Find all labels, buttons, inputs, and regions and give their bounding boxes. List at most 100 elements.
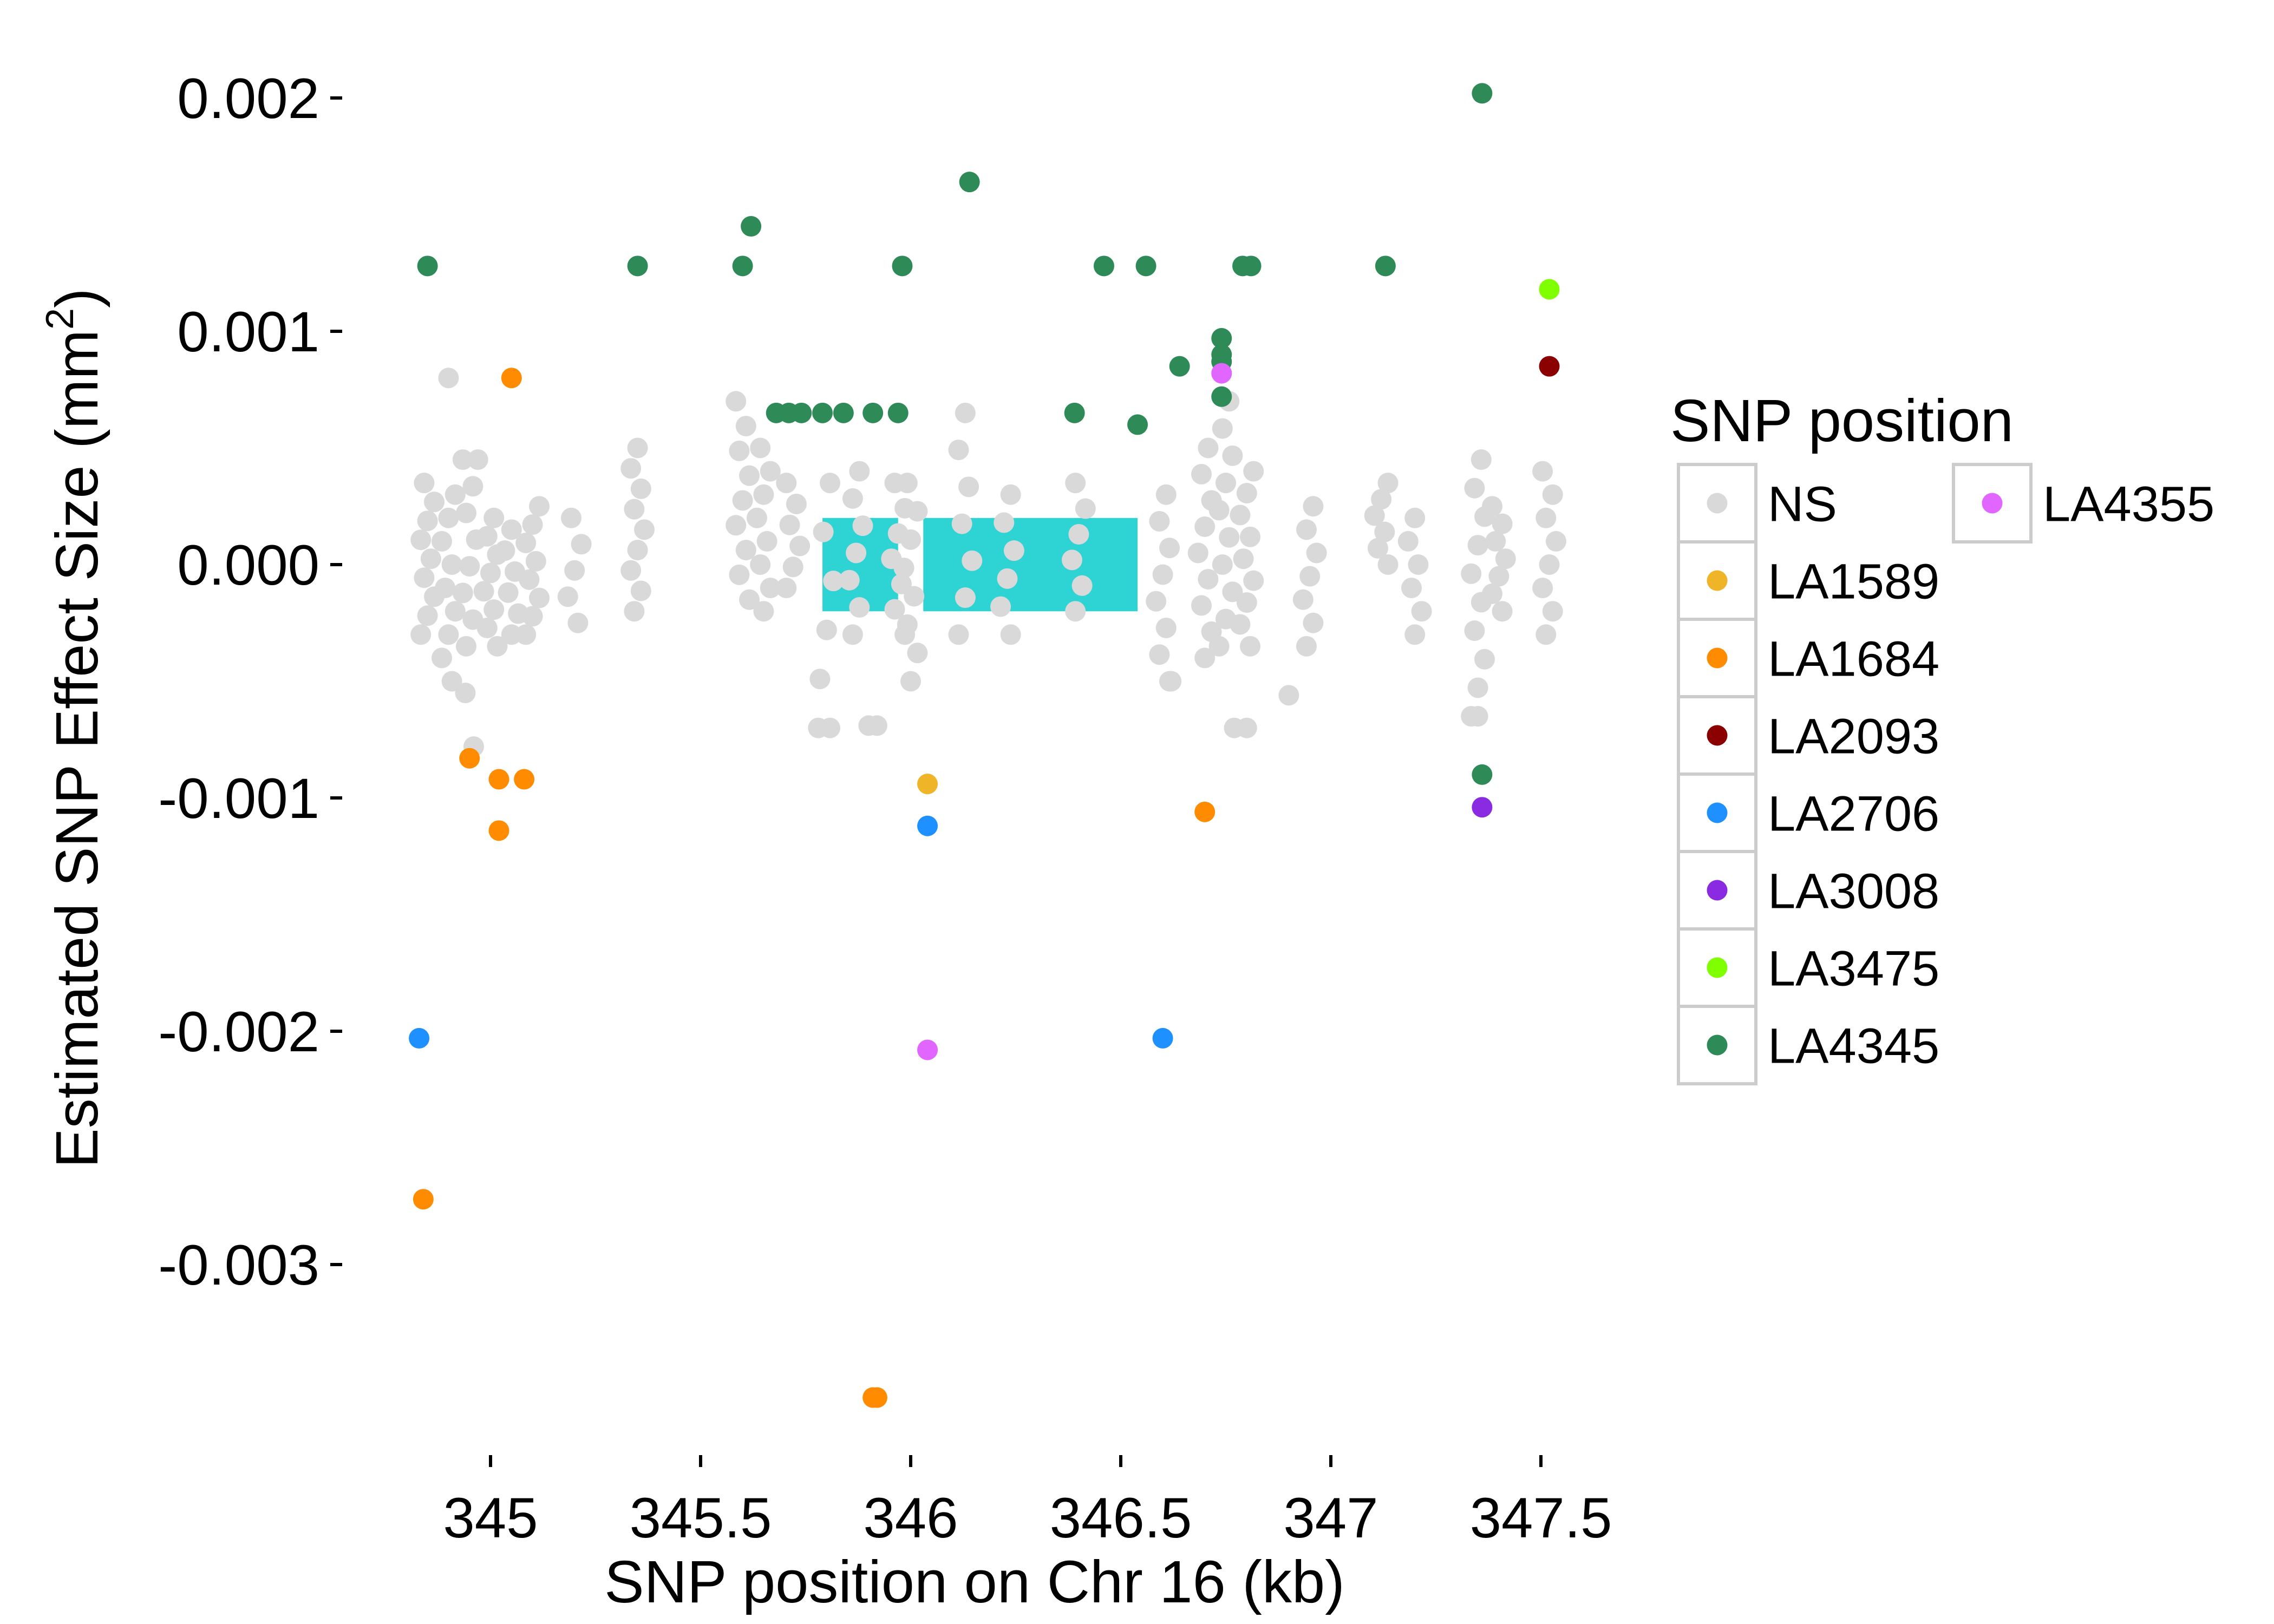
ns-point xyxy=(813,521,834,542)
ns-point xyxy=(634,519,655,540)
point-la4345 xyxy=(1375,256,1396,277)
ns-point xyxy=(445,484,466,505)
y-tick-label: -0.001 xyxy=(158,767,319,830)
ns-point xyxy=(1485,531,1506,552)
ns-point xyxy=(424,492,445,513)
ns-point xyxy=(852,515,873,536)
legend-swatch-la3008 xyxy=(1707,880,1728,901)
ns-point xyxy=(1495,548,1516,569)
point-la4345 xyxy=(1169,356,1190,377)
ns-point xyxy=(620,560,642,581)
ns-point xyxy=(1198,437,1219,459)
ns-point xyxy=(1065,473,1086,494)
ns-point xyxy=(729,440,750,461)
legend: SNP position NS LA1589 LA1684 LA2093 LA2706 L… xyxy=(1670,388,2214,1085)
ns-point xyxy=(1161,671,1182,692)
ns-point xyxy=(951,513,972,534)
point-la1684 xyxy=(501,368,522,389)
ns-point xyxy=(760,461,781,482)
legend-label-la4345: LA4345 xyxy=(1768,1019,1939,1074)
ns-point xyxy=(1542,601,1563,622)
ns-point xyxy=(839,569,860,591)
ns-point xyxy=(560,507,581,528)
legend-swatch-la3475 xyxy=(1707,957,1728,978)
ns-point xyxy=(630,478,651,499)
y-tick-label: 0.000 xyxy=(177,534,319,597)
ns-point xyxy=(529,587,550,608)
ns-point xyxy=(431,647,452,669)
ns-points-layer xyxy=(410,368,1566,757)
ns-point xyxy=(1377,473,1399,494)
point-la1684 xyxy=(866,1387,887,1408)
legend-label-la3008: LA3008 xyxy=(1768,864,1939,919)
ns-point xyxy=(1292,589,1314,610)
ns-point xyxy=(753,484,774,505)
ns-point xyxy=(1545,531,1566,552)
ns-point xyxy=(452,449,473,470)
point-la2706 xyxy=(1152,1027,1173,1049)
point-la4345 xyxy=(1211,386,1232,407)
ns-point xyxy=(1243,461,1264,482)
x-tick-label: 345.5 xyxy=(630,1487,772,1550)
ns-point xyxy=(823,571,844,592)
point-la4345 xyxy=(862,402,884,423)
ns-point xyxy=(473,581,494,602)
ns-point xyxy=(1061,549,1082,571)
ns-point xyxy=(1303,612,1324,633)
ns-point xyxy=(1146,591,1167,612)
ns-point xyxy=(417,510,438,532)
ns-point xyxy=(624,499,645,520)
ns-point xyxy=(1481,583,1502,604)
ns-point xyxy=(571,534,592,555)
ns-point xyxy=(410,624,432,645)
legend-label-la2093: LA2093 xyxy=(1768,709,1939,764)
ns-point xyxy=(958,476,979,497)
ns-point xyxy=(467,449,488,470)
ns-point xyxy=(816,619,837,640)
x-tick-label: 347.5 xyxy=(1470,1487,1612,1550)
ns-point xyxy=(557,586,578,607)
ns-point xyxy=(567,612,589,633)
ns-point xyxy=(1404,507,1426,528)
ns-point xyxy=(1222,445,1243,466)
ns-point xyxy=(410,529,432,551)
ns-point xyxy=(1464,620,1485,641)
ns-point xyxy=(1535,624,1557,645)
ns-point xyxy=(990,596,1011,617)
ns-point xyxy=(1464,477,1485,499)
ns-point xyxy=(483,599,505,620)
ns-point xyxy=(753,601,774,622)
point-la4345 xyxy=(627,256,648,277)
ns-point xyxy=(501,519,522,540)
ns-point xyxy=(735,416,756,437)
x-axis: 345 345.5 346 346.5 347 347.5 xyxy=(443,1455,1612,1550)
point-la4345 xyxy=(1135,256,1156,277)
ns-point xyxy=(431,531,452,552)
ns-point xyxy=(1212,418,1233,439)
ns-point xyxy=(904,586,925,607)
point-la1684 xyxy=(488,769,509,790)
legend-swatch-ns xyxy=(1707,493,1728,514)
ns-point xyxy=(1191,463,1212,484)
ns-point xyxy=(1471,449,1492,470)
ns-point xyxy=(445,601,466,622)
ns-point xyxy=(1367,538,1388,559)
ns-point xyxy=(1474,649,1495,670)
ns-point xyxy=(525,551,546,572)
ns-point xyxy=(779,514,800,535)
ns-point xyxy=(1212,554,1233,575)
point-la4355 xyxy=(917,1039,938,1060)
ns-point xyxy=(1374,521,1395,542)
ns-point xyxy=(726,391,747,412)
point-la4345 xyxy=(1064,402,1085,423)
ns-point xyxy=(893,558,914,579)
point-la1684 xyxy=(488,820,509,841)
ns-point xyxy=(1306,542,1327,564)
ns-point xyxy=(900,529,921,550)
ns-point xyxy=(849,597,870,618)
ns-point xyxy=(1233,548,1254,569)
ns-point xyxy=(1000,624,1021,645)
legend-label-la1589: LA1589 xyxy=(1768,554,1939,610)
x-axis-title: SNP position on Chr 16 (kb) xyxy=(604,1549,1345,1615)
